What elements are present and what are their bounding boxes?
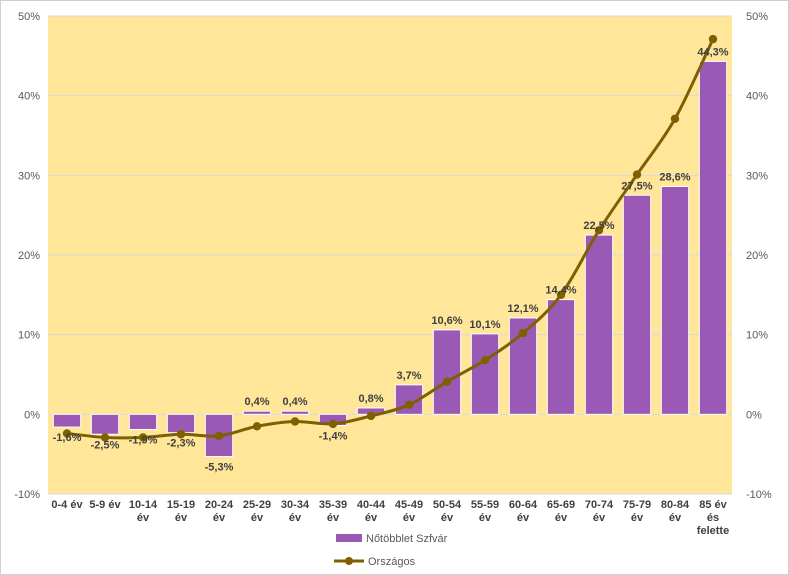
x-tick-label: 60-64 év [509, 499, 538, 524]
data-label: 0,4% [282, 396, 307, 408]
y-tick-label-left: -10% [14, 489, 40, 501]
line-point [252, 422, 262, 431]
line-point [62, 429, 72, 438]
bar [584, 234, 614, 415]
x-tick-label: 80-84 év [661, 499, 690, 524]
x-tick-label: 25-29 év [243, 499, 271, 524]
x-tick-label: 10-14 év [129, 499, 158, 524]
line-point [518, 328, 528, 338]
bar-series [52, 60, 728, 458]
y-tick-label-right: 50% [746, 11, 768, 23]
line-point [214, 431, 224, 441]
y-tick-label-left: 20% [18, 250, 40, 262]
bar [432, 329, 462, 415]
line-point [670, 114, 680, 123]
x-tick-label: 5-9 év [89, 499, 121, 511]
legend-label-bar: Nőtöbblet Szfvár [366, 533, 448, 545]
line-point [290, 417, 300, 426]
data-label: 12,1% [507, 303, 538, 315]
x-tick-label: 35-39 év [319, 499, 347, 524]
bar [166, 413, 196, 434]
data-label: 27,5% [621, 180, 652, 192]
data-label: -2,3% [167, 438, 196, 450]
data-labels: -1,6% -2,5% -1,9% -2,3% -5,3% 0,4% 0,4% -1,4% 0,… [53, 46, 729, 473]
line-point [442, 377, 452, 386]
x-tick-label: 65-69 év [547, 499, 575, 524]
line-point [480, 355, 490, 365]
line-point [100, 433, 110, 442]
data-label: 14,4% [545, 285, 576, 297]
gridlines [48, 15, 732, 495]
data-label: -5,3% [205, 462, 234, 474]
legend-swatch-bar [336, 534, 362, 542]
bar [660, 185, 690, 415]
y-tick-label-right: 10% [746, 330, 768, 342]
y-tick-label-left: 50% [18, 11, 40, 23]
line-point [556, 290, 566, 300]
line-point [708, 34, 718, 44]
x-tick-label: 15-19 év [167, 499, 195, 524]
bar [470, 333, 500, 415]
x-tick-label: 45-49 év [395, 499, 423, 524]
line-point [138, 433, 148, 442]
line-point [366, 411, 376, 421]
data-label: -1,6% [53, 432, 82, 444]
line-point [176, 430, 186, 439]
x-tick-label: 85 év és felette [697, 499, 729, 537]
line-point [594, 226, 604, 235]
y-tick-label-right: 30% [746, 170, 768, 182]
y-axis-right: -10% 0% 10% 20% 30% 40% 50% [746, 11, 772, 501]
data-label: 3,7% [396, 370, 421, 382]
x-tick-label: 0-4 év [51, 499, 83, 511]
y-tick-label-right: 20% [746, 250, 768, 262]
x-tick-label: 55-59 év [471, 499, 499, 524]
data-label: 0,4% [244, 396, 269, 408]
legend-marker-line [345, 557, 353, 565]
x-tick-label: 20-24 év [205, 499, 234, 524]
data-label: 22,5% [583, 220, 614, 232]
data-label: 0,8% [358, 393, 383, 405]
bar [280, 410, 310, 415]
data-label: 28,6% [659, 171, 690, 183]
data-label: 44,3% [697, 46, 728, 58]
legend: Nőtöbblet Szfvár Országos [334, 533, 448, 568]
data-label: -1,4% [319, 430, 348, 442]
legend-label-line: Országos [368, 556, 416, 568]
line-point [632, 170, 642, 179]
y-tick-label-left: 30% [18, 170, 40, 182]
bar [90, 413, 120, 435]
bar [52, 413, 82, 428]
y-tick-label-right: -10% [746, 489, 772, 501]
y-tick-label-left: 0% [24, 409, 40, 421]
x-axis-categories: 0-4 év 5-9 év 10-14 év 15-19 év 20-24 év 25-29 év… [51, 499, 729, 537]
y-tick-label-right: 0% [746, 409, 762, 421]
x-tick-label: 75-79 év [623, 499, 651, 524]
x-tick-label: 30-34 év [281, 499, 310, 524]
line-point [404, 400, 414, 409]
y-tick-label-left: 40% [18, 91, 40, 103]
bar [622, 194, 652, 415]
data-label: 10,1% [469, 319, 500, 331]
data-label: -1,9% [129, 434, 158, 446]
bar [698, 60, 728, 415]
data-label: -2,5% [91, 439, 120, 451]
y-tick-label-right: 40% [746, 91, 768, 103]
y-axis-left: -10% 0% 10% 20% 30% 40% 50% [14, 11, 40, 501]
data-label: 10,6% [431, 315, 462, 327]
x-tick-label: 40-44 év [357, 499, 386, 524]
x-tick-label: 50-54 év [433, 499, 462, 524]
bar [242, 410, 272, 415]
line-point [328, 419, 338, 429]
x-tick-label: 70-74 év [585, 499, 614, 524]
y-tick-label-left: 10% [18, 330, 40, 342]
line-series [62, 34, 718, 442]
bar [546, 299, 576, 415]
bar [128, 413, 158, 430]
